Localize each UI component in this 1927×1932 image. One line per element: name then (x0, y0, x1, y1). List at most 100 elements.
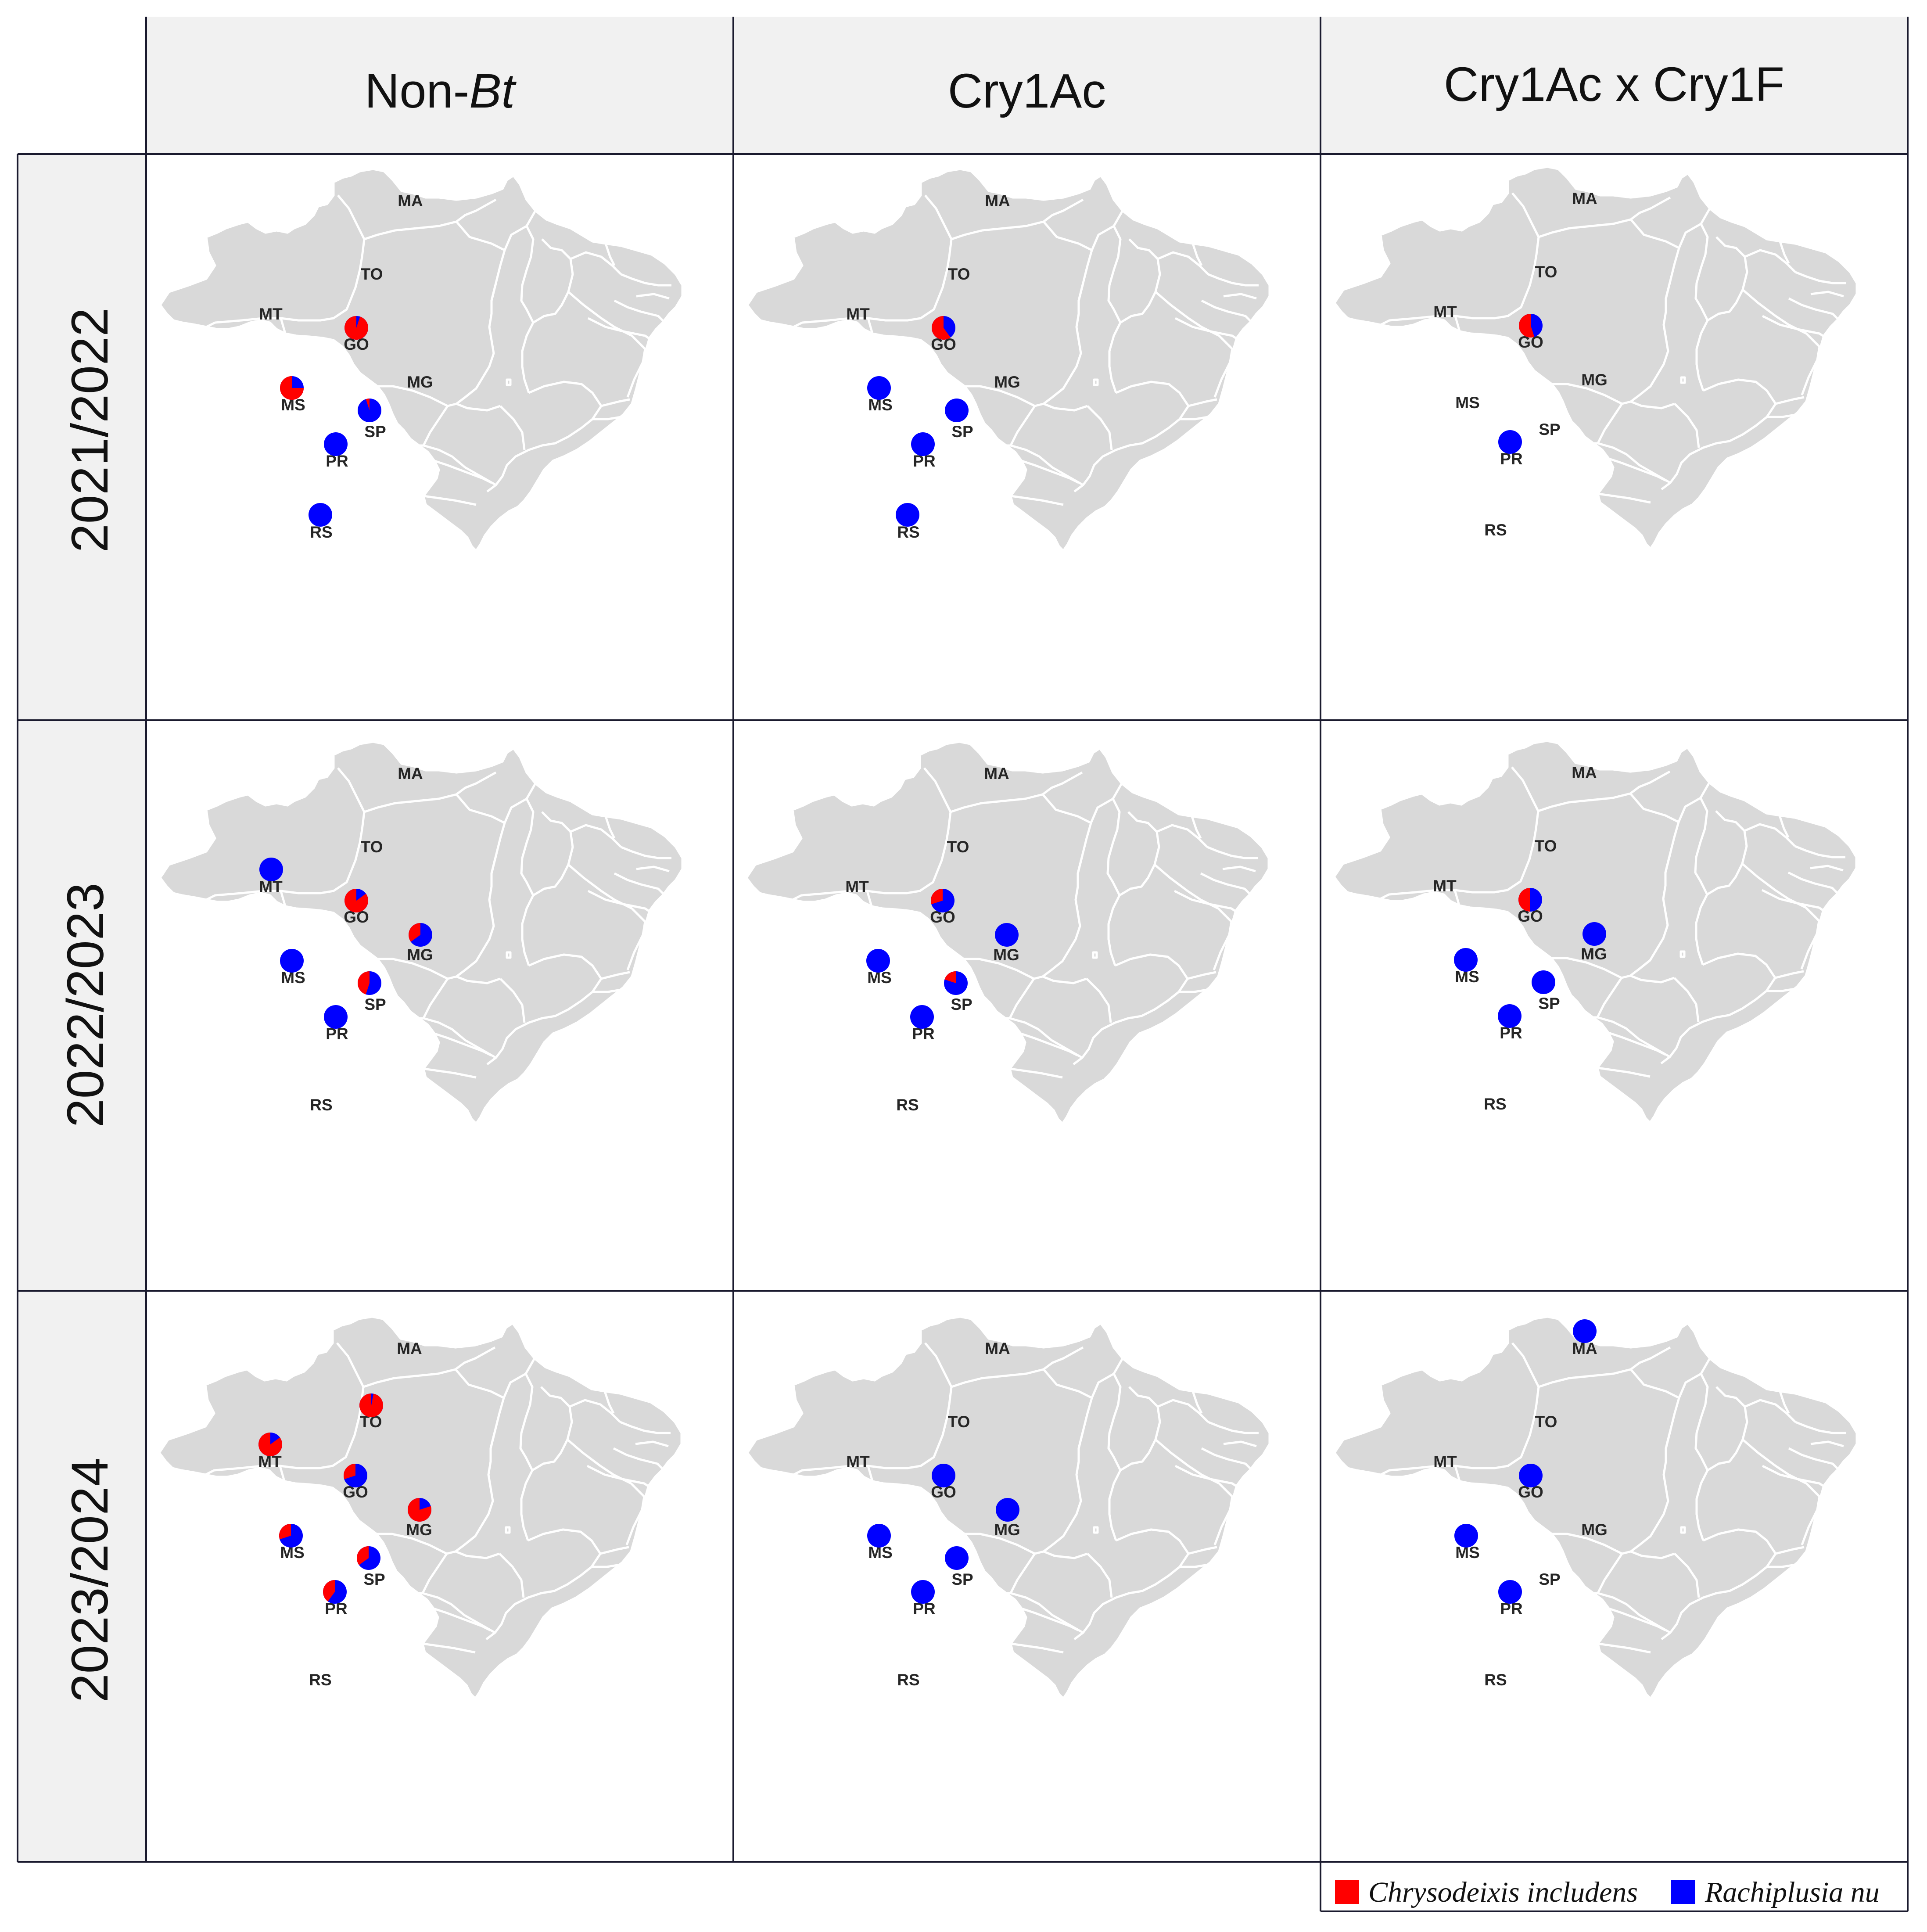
pie-marker-go (344, 316, 368, 340)
pie-slice-rachiplusia (1498, 1580, 1522, 1604)
state-label-to: TO (1535, 1413, 1557, 1431)
pie-marker-go (931, 889, 955, 912)
pie-marker-mg (408, 1498, 432, 1522)
pie-marker-to (359, 1393, 383, 1417)
pie-slice-chrysodeixis (323, 1580, 335, 1602)
pie-slice-rachiplusia (1583, 922, 1606, 946)
pie-slice-rachiplusia (945, 1546, 969, 1570)
state-label-mg: MG (994, 1521, 1020, 1539)
pie-marker-sp (358, 971, 381, 995)
pie-slice-rachiplusia (1498, 1004, 1522, 1028)
pie-slice-chrysodeixis (279, 1524, 291, 1540)
pie-slice-rachiplusia (932, 1464, 955, 1487)
pie-slice-chrysodeixis (932, 316, 951, 340)
pie-slice-rachiplusia (910, 1005, 934, 1029)
pie-marker-ms (280, 376, 304, 400)
state-label-sp: SP (364, 995, 386, 1013)
pie-marker-go (1519, 1464, 1543, 1487)
pie-marker-go (1519, 314, 1543, 338)
pie-marker-sp (945, 1546, 969, 1570)
state-label-rs: RS (1484, 1671, 1507, 1689)
pie-marker-mt (258, 1433, 282, 1456)
state-label-sp: SP (1538, 995, 1560, 1013)
pie-marker-sp (944, 971, 968, 995)
pie-marker-ms (1454, 948, 1478, 972)
state-label-rs: RS (309, 1671, 331, 1689)
state-label-mg: MG (407, 946, 433, 964)
legend-label-chrysodeixis: Chrysodeixis includens (1368, 1876, 1638, 1908)
state-label-rs: RS (310, 1096, 332, 1114)
row-header-2021-2022: 2021/2022 (61, 308, 119, 553)
pie-marker-pr (911, 1580, 935, 1604)
pie-slice-chrysodeixis (258, 1433, 282, 1456)
state-label-sp: SP (1539, 1570, 1560, 1588)
state-label-to: TO (361, 838, 383, 856)
row-header-bg-1 (18, 154, 146, 720)
legend-swatch-rachiplusia (1671, 1880, 1695, 1904)
pie-slice-chrysodeixis (358, 971, 370, 995)
column-header-non-bt: Non-Bt (365, 64, 517, 118)
state-label-ma: MA (1572, 190, 1597, 208)
state-label-ma: MA (985, 1339, 1010, 1357)
pie-slice-rachiplusia (1454, 1524, 1478, 1548)
state-label-mt: MT (846, 1453, 870, 1471)
pie-slice-rachiplusia (1454, 948, 1478, 972)
row-header-2022-2023: 2022/2023 (57, 883, 115, 1128)
pie-slice-chrysodeixis (944, 971, 956, 983)
pie-slice-rachiplusia (1573, 1319, 1597, 1343)
state-label-ma: MA (398, 765, 423, 783)
column-header-bg-1 (146, 17, 733, 154)
pie-slice-chrysodeixis (280, 376, 304, 400)
pie-marker-mg (1583, 922, 1606, 946)
pie-marker-ma (1573, 1319, 1597, 1343)
pie-marker-rs (896, 503, 919, 527)
state-label-mt: MT (1433, 877, 1457, 895)
pie-marker-sp (358, 399, 381, 422)
pie-marker-pr (1498, 1004, 1522, 1028)
brazil-map (1335, 1317, 1857, 1699)
state-label-mg: MG (994, 373, 1020, 391)
state-label-mt: MT (845, 878, 869, 896)
column-header-cry1ac: Cry1Ac (948, 64, 1106, 118)
pie-slice-rachiplusia (324, 1005, 348, 1029)
state-label-to: TO (361, 265, 383, 283)
pie-slice-chrysodeixis (344, 316, 368, 340)
state-label-mg: MG (1581, 371, 1608, 389)
pie-marker-go (932, 316, 955, 340)
pie-slice-rachiplusia (1532, 970, 1555, 994)
pie-marker-pr (1498, 1580, 1522, 1604)
state-label-to: TO (948, 1413, 970, 1431)
pie-marker-mg (409, 923, 432, 947)
state-label-to: TO (947, 838, 969, 856)
legend-swatch-chrysodeixis (1335, 1880, 1359, 1904)
pie-slice-rachiplusia (896, 503, 919, 527)
pie-markers-layer (258, 314, 1606, 1604)
pie-marker-sp (357, 1546, 380, 1570)
pie-marker-pr (324, 432, 348, 456)
column-header-cry1ac-x-cry1f: Cry1Ac x Cry1F (1444, 57, 1784, 111)
pie-slice-chrysodeixis (409, 923, 420, 942)
pie-marker-ms (279, 1524, 303, 1548)
legend: Chrysodeixis includens Rachiplusia nu (1335, 1876, 1880, 1908)
state-label-mg: MG (407, 373, 433, 391)
state-label-ma: MA (984, 765, 1009, 783)
state-label-sp: SP (1539, 420, 1560, 438)
pie-slice-chrysodeixis (359, 1393, 383, 1417)
pie-marker-go (344, 889, 368, 912)
pie-marker-pr (911, 432, 935, 456)
pie-slice-chrysodeixis (408, 1498, 432, 1522)
pie-slice-rachiplusia (866, 949, 890, 973)
row-header-bg-2 (18, 720, 146, 1291)
state-label-mt: MT (259, 305, 283, 323)
state-label-ma: MA (398, 192, 423, 210)
state-label-mt: MT (846, 305, 870, 323)
pie-marker-mg (996, 1498, 1019, 1522)
pie-marker-go (1518, 888, 1542, 912)
state-label-mt: MT (1433, 303, 1457, 321)
pie-slice-rachiplusia (1498, 430, 1522, 454)
pie-marker-ms (867, 376, 891, 400)
brazil-map (1335, 167, 1857, 549)
state-label-mg: MG (1581, 945, 1607, 963)
pie-marker-ms (867, 1524, 891, 1548)
state-label-rs: RS (1484, 1095, 1506, 1113)
